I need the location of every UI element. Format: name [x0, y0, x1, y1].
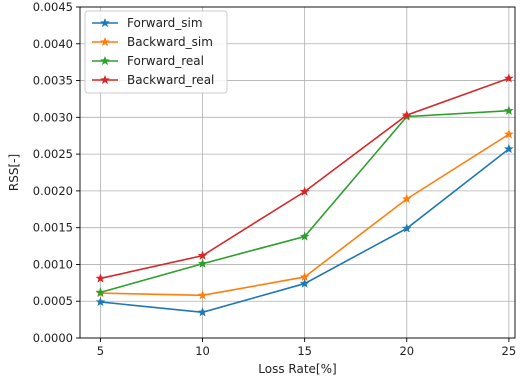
- data-point-forward-sim: [504, 143, 514, 154]
- x-tick-label: 20: [399, 344, 414, 358]
- data-point-forward-sim: [401, 223, 412, 233]
- y-tick-label: 0.0020: [33, 184, 73, 198]
- y-tick-label: 0.0010: [33, 257, 73, 271]
- data-point-backward-real: [401, 110, 412, 120]
- y-tick-label: 0.0000: [33, 331, 73, 345]
- data-point-backward-real: [197, 250, 208, 260]
- data-point-backward-real: [95, 273, 106, 283]
- data-point-forward-sim: [299, 278, 310, 288]
- data-point-backward-sim: [197, 290, 208, 300]
- x-tick-label: 25: [502, 344, 517, 358]
- series-forward-real: [95, 105, 514, 297]
- legend-label-forward-real: Forward_real: [127, 54, 204, 68]
- y-tick-label: 0.0025: [33, 147, 73, 161]
- data-point-forward-real: [299, 231, 310, 241]
- y-tick-label: 0.0015: [33, 221, 73, 235]
- x-axis-label: Loss Rate[%]: [258, 362, 336, 376]
- y-tick-label: 0.0040: [33, 37, 73, 51]
- x-tick-label: 10: [195, 344, 210, 358]
- legend-marker-forward-real: [100, 55, 110, 66]
- legend-marker-backward-sim: [100, 36, 110, 47]
- legend-marker-forward-sim: [100, 17, 110, 28]
- series-layer: [95, 73, 514, 317]
- data-point-backward-real: [504, 73, 514, 83]
- plot-frame: [79, 6, 516, 339]
- legend-label-forward-sim: Forward_sim: [127, 16, 203, 30]
- x-tick-label: 15: [297, 344, 312, 358]
- legend-label-backward-sim: Backward_sim: [127, 35, 213, 49]
- y-tick-label: 0.0035: [33, 74, 73, 88]
- data-point-forward-sim: [197, 307, 208, 317]
- data-point-backward-sim: [504, 129, 514, 139]
- legend: Forward_sim Backward_sim Forward_real Backw…: [84, 10, 228, 94]
- y-tick-label: 0.0030: [33, 110, 73, 124]
- legend-box: [84, 10, 228, 94]
- y-tick-label: 0.0005: [33, 294, 73, 308]
- data-point-backward-sim: [299, 271, 310, 282]
- tick-layer: 5 10 15 20 25 0.0000 0.0005 0.0010 0.0015 0.0020 0…: [33, 0, 516, 358]
- x-tick-label: 5: [97, 344, 104, 358]
- data-point-forward-sim: [95, 296, 106, 307]
- data-point-forward-real: [95, 287, 106, 297]
- legend-label-backward-real: Backward_real: [127, 73, 214, 87]
- data-point-forward-real: [504, 105, 514, 115]
- series-forward-sim: [95, 143, 514, 317]
- data-point-backward-sim: [401, 193, 412, 204]
- data-point-forward-real: [197, 258, 208, 268]
- y-tick-label: 0.0045: [33, 0, 73, 14]
- legend-marker-backward-real: [100, 74, 110, 85]
- series-backward-real: [95, 73, 514, 283]
- y-axis-label: RSS[-]: [7, 154, 21, 191]
- data-point-backward-real: [299, 186, 310, 196]
